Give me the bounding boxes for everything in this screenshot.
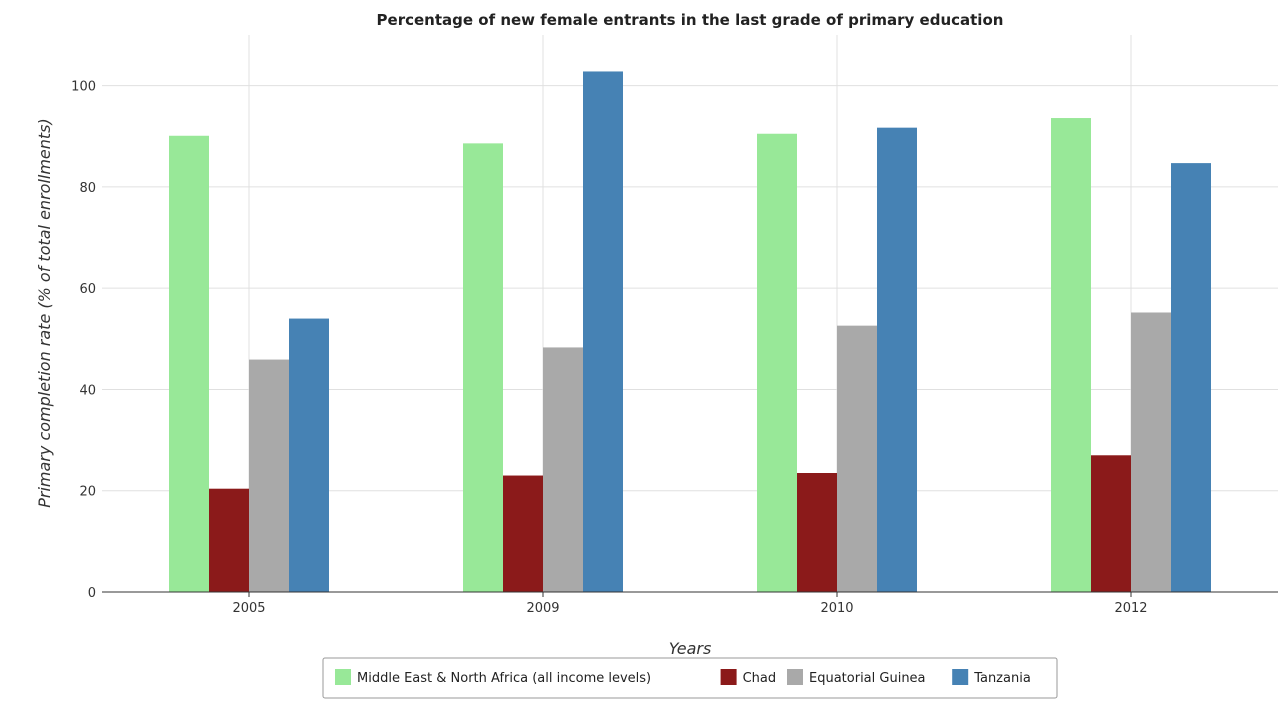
x-tick-label: 2009: [526, 601, 559, 616]
axis-layer: 0 20 40 60 80 100 2005 2009 2010 2012: [71, 80, 1278, 616]
chart-title: Percentage of new female entrants in the…: [377, 11, 1004, 29]
bar-tanzania-2009: [583, 71, 623, 592]
bar-equatorial-guinea-2012: [1131, 312, 1171, 592]
x-tick-label: 2010: [820, 601, 853, 616]
y-axis-title: Primary completion rate (% of total enro…: [35, 118, 54, 508]
y-tick-label: 60: [79, 282, 96, 297]
legend-label: Middle East & North Africa (all income l…: [357, 671, 651, 686]
bar-tanzania-2012: [1171, 163, 1211, 593]
bar-chad-2010: [797, 473, 837, 592]
y-tick-label: 100: [71, 80, 96, 95]
legend: Middle East & North Africa (all income l…: [322, 657, 1058, 699]
bar-middle-east-north-africa-all-income-levels--2009: [463, 143, 503, 592]
bar-equatorial-guinea-2009: [543, 347, 583, 592]
y-tick-label: 80: [79, 181, 96, 196]
legend-label: Tanzania: [973, 671, 1031, 686]
bar-equatorial-guinea-2010: [837, 325, 877, 592]
bar-chad-2005: [209, 488, 249, 592]
legend-label: Equatorial Guinea: [809, 671, 926, 686]
y-tick-label: 0: [88, 586, 96, 601]
bar-equatorial-guinea-2005: [249, 359, 289, 592]
bar-chad-2012: [1091, 455, 1131, 592]
legend-swatch: [952, 669, 969, 685]
x-tick-label: 2012: [1114, 601, 1147, 616]
bar-middle-east-north-africa-all-income-levels--2012: [1051, 118, 1091, 592]
x-tick-label: 2005: [232, 601, 265, 616]
bar-middle-east-north-africa-all-income-levels--2010: [757, 133, 797, 592]
bar-middle-east-north-africa-all-income-levels--2005: [169, 135, 209, 592]
bar-chad-2009: [503, 475, 543, 592]
legend-swatch: [720, 669, 737, 685]
legend-label: Chad: [743, 671, 777, 686]
legend-box: [322, 657, 1058, 699]
y-tick-label: 40: [79, 383, 96, 398]
legend-swatch: [787, 669, 803, 685]
y-tick-label: 20: [79, 485, 96, 500]
bars-layer: [169, 71, 1211, 593]
bar-tanzania-2005: [289, 318, 329, 592]
x-axis-title: Years: [669, 639, 712, 658]
legend-swatch: [335, 669, 351, 685]
bar-tanzania-2010: [877, 127, 917, 592]
